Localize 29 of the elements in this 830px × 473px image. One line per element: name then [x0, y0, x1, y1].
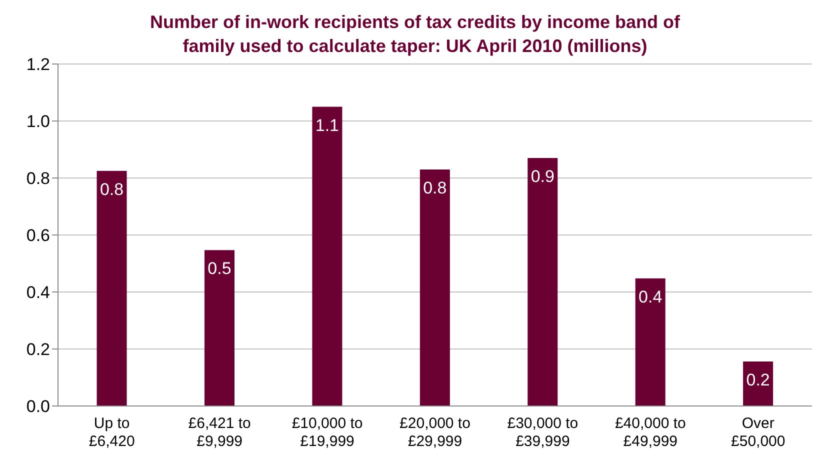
y-tick-label: 0.4 — [26, 283, 50, 302]
y-tick-label: 1.2 — [26, 55, 50, 74]
bar — [635, 278, 666, 406]
chart-title: Number of in-work recipients of tax credits by income band of family used to calculate taper: UK April 2010 (millions) — [148, 11, 682, 58]
data-label: 0.2 — [746, 370, 770, 390]
x-tick-label: £6,421 to £9,999 — [188, 415, 251, 450]
y-tick-label: 0.8 — [26, 169, 50, 188]
x-tick-label: Over £50,000 — [731, 415, 786, 450]
bar — [528, 158, 558, 406]
y-tick-label: 0.6 — [26, 226, 50, 246]
x-tick-label: £10,000 to £19,999 — [292, 415, 363, 450]
data-label: 0.5 — [208, 259, 232, 278]
bar — [204, 250, 234, 406]
bar — [312, 106, 342, 406]
y-tick-label: 0.2 — [26, 340, 50, 360]
bar — [96, 170, 127, 406]
data-label: 1.1 — [315, 116, 340, 135]
x-tick-label: £30,000 to £39,999 — [507, 415, 578, 450]
bar — [743, 362, 774, 406]
data-label: 0.9 — [530, 167, 554, 186]
x-tick-label: Up to £6,420 — [88, 415, 135, 450]
bar — [420, 169, 450, 406]
y-tick-label: 1.0 — [26, 112, 50, 132]
data-label: 0.8 — [100, 180, 124, 199]
x-tick-label: £40,000 to £49,999 — [614, 415, 686, 450]
y-tick-label: 0.0 — [26, 397, 50, 416]
data-label: 0.4 — [638, 287, 662, 306]
x-tick-label: £20,000 to £29,999 — [400, 415, 470, 450]
data-label: 0.8 — [423, 178, 447, 198]
